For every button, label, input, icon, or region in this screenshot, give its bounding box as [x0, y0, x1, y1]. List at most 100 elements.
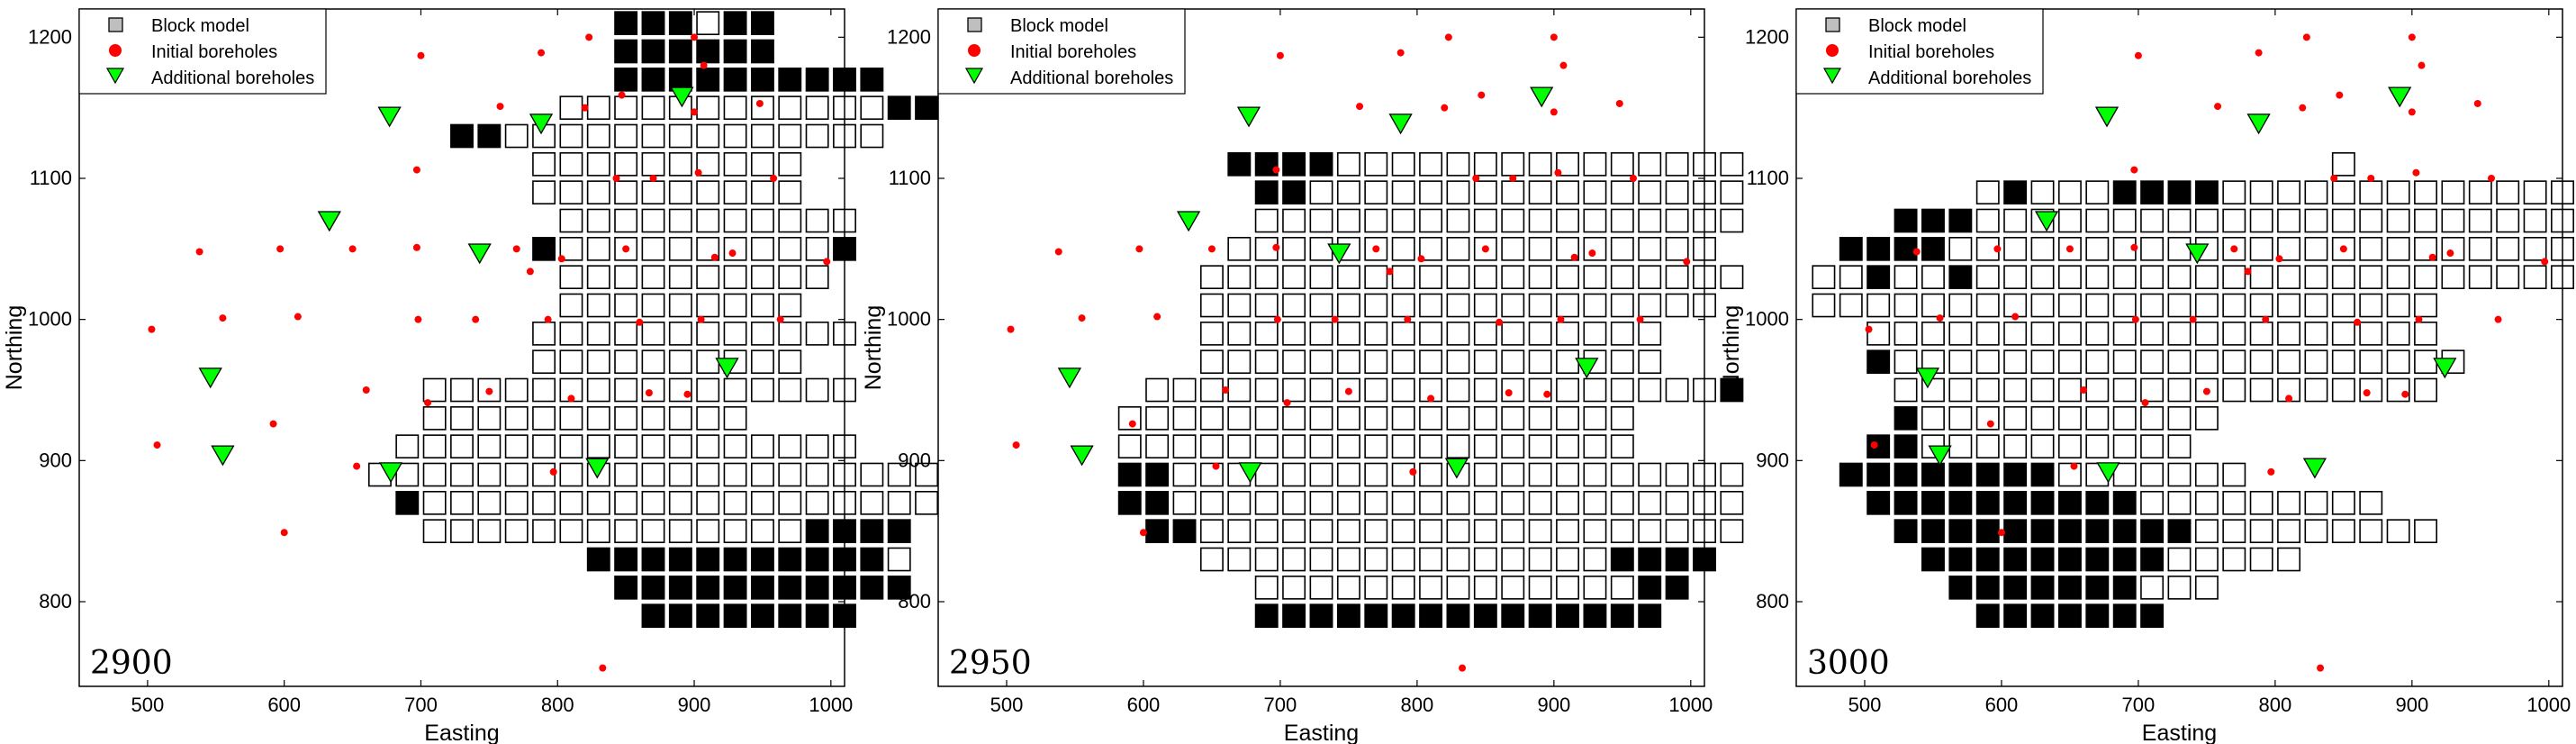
block-cell-white [586, 180, 610, 205]
additional-borehole-point [529, 113, 554, 135]
block-cell-white [1501, 377, 1525, 403]
block-cell-white [614, 180, 638, 205]
initial-borehole-point [1550, 108, 1558, 116]
block-cell-black [750, 603, 774, 629]
block-cell-white [2085, 208, 2110, 233]
block-cell-black [750, 68, 774, 92]
block-cell-black [2112, 603, 2137, 629]
additional-borehole-point [1388, 113, 1413, 135]
block-cell-white [1473, 575, 1497, 600]
block-cell-white [1528, 575, 1552, 600]
block-cell-white [422, 490, 447, 515]
initial-borehole-point [599, 664, 607, 672]
additional-borehole-point [1530, 86, 1554, 108]
block-cell-black [2030, 575, 2055, 600]
block-cell-black [696, 68, 720, 92]
y-tick-label: 900 [39, 449, 72, 471]
initial-borehole-point [1865, 325, 1873, 333]
block-cell-black [641, 547, 665, 572]
block-cell-white [1610, 575, 1634, 600]
block-cell-white [1556, 462, 1579, 487]
x-tick-label: 700 [404, 694, 438, 716]
block-cell-white [1364, 265, 1388, 290]
initial-borehole-point [2473, 99, 2481, 107]
initial-borehole-point [1331, 315, 1339, 323]
block-cell-black [778, 547, 802, 572]
block-cell-white [1282, 265, 1306, 290]
block-cell-white [1501, 519, 1525, 544]
block-cell-white [750, 349, 774, 375]
block-cell-white [1446, 265, 1470, 290]
block-cell-white [2222, 547, 2246, 572]
block-cell-white [2030, 349, 2055, 375]
block-cell-white [778, 95, 802, 120]
block-cell-white [750, 434, 774, 459]
block-cell-white [778, 377, 802, 403]
block-cell-black [778, 603, 802, 629]
y-tick-label: 800 [1756, 590, 1789, 612]
block-cell-white [504, 490, 529, 515]
initial-borehole-point [2428, 253, 2436, 261]
block-cell-black [1948, 547, 1973, 572]
initial-borehole-point [2415, 315, 2423, 323]
additional-boreholes [198, 86, 739, 484]
block-cell-white [1665, 519, 1689, 544]
block-cell-white [1336, 349, 1360, 375]
block-cell-white [2057, 321, 2082, 346]
initial-borehole-point [2202, 387, 2210, 395]
block-cell-white [1419, 152, 1443, 177]
block-cell-black [2167, 519, 2192, 544]
additional-borehole-point [2388, 86, 2412, 108]
block-cell-white [1391, 377, 1415, 403]
block-cell-white [2304, 180, 2328, 205]
block-cell-black [668, 39, 692, 64]
block-cell-black [2085, 519, 2110, 544]
additional-borehole-point [715, 358, 739, 379]
block-cell-black [614, 575, 638, 600]
block-cell-black [1894, 462, 1918, 487]
initial-borehole-point [219, 314, 227, 322]
initial-borehole-point [2255, 49, 2263, 57]
block-cell-white [1227, 434, 1252, 459]
block-cell-black [1282, 152, 1306, 177]
block-cell-white [2386, 321, 2410, 346]
block-cell-white [1446, 349, 1470, 375]
x-tick-label: 900 [678, 694, 711, 716]
x-tick-label: 1000 [809, 694, 853, 716]
block-cell-black [2140, 547, 2165, 572]
block-cell-white [2057, 349, 2082, 375]
initial-borehole-point [2330, 175, 2338, 182]
block-cell-white [559, 152, 583, 177]
block-cell-black [778, 575, 802, 600]
block-cell-white [723, 152, 747, 177]
block-cell-white [2386, 180, 2410, 205]
initial-borehole-point [2189, 315, 2197, 323]
block-cell-white [614, 208, 638, 233]
block-cell-white [1336, 265, 1360, 290]
block-cell-white [1172, 434, 1197, 459]
y-tick-label: 1200 [28, 25, 72, 48]
initial-borehole-point [1459, 664, 1467, 672]
block-cell-white [1282, 462, 1306, 487]
block-cell-white [1528, 547, 1552, 572]
block-cell-white [1665, 377, 1689, 403]
block-cell-white [1975, 180, 2000, 205]
additional-borehole-point [1575, 358, 1599, 379]
block-cell-white [1309, 377, 1333, 403]
y-tick-label: 800 [39, 590, 72, 612]
block-cell-white [1419, 405, 1443, 431]
block-cell-white [2277, 265, 2301, 290]
block-cell-white [1419, 519, 1443, 544]
additional-borehole-point [1327, 243, 1351, 265]
block-cell-white [1282, 293, 1306, 318]
block-cell-black [641, 68, 665, 92]
block-cell-black [805, 603, 829, 629]
block-cell-white [1254, 208, 1279, 233]
block-cell-white [1364, 434, 1388, 459]
block-cell-white [668, 321, 692, 346]
block-cell-white [1419, 180, 1443, 205]
block-cell-white [2030, 293, 2055, 318]
initial-borehole-point [1404, 315, 1412, 323]
block-cell-black [1145, 462, 1170, 487]
block-cell-black [614, 68, 638, 92]
